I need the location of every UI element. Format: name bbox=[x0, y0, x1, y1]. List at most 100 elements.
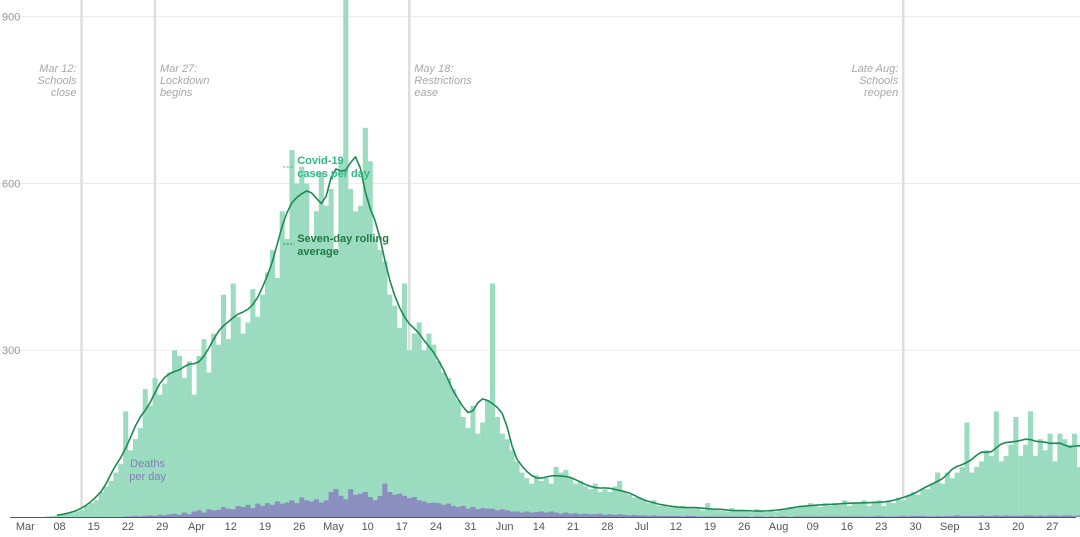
case-bar bbox=[367, 161, 373, 517]
case-bar bbox=[220, 294, 227, 517]
case-bar bbox=[998, 461, 1004, 517]
case-bar bbox=[264, 272, 271, 517]
death-bar bbox=[729, 516, 735, 517]
death-bar bbox=[705, 516, 711, 517]
case-bar bbox=[84, 505, 90, 517]
case-bar bbox=[905, 494, 911, 517]
case-bar bbox=[1023, 444, 1029, 517]
case-bar bbox=[739, 510, 745, 517]
death-bar bbox=[578, 514, 584, 517]
case-bar bbox=[714, 510, 721, 517]
case-bar bbox=[445, 378, 452, 517]
case-bar bbox=[856, 502, 862, 517]
case-bar bbox=[93, 500, 99, 517]
case-bar bbox=[128, 450, 134, 517]
death-bar bbox=[348, 489, 354, 517]
death-bar bbox=[529, 512, 535, 517]
death-bar bbox=[284, 502, 290, 517]
death-bar bbox=[353, 494, 359, 517]
case-bar bbox=[641, 500, 647, 517]
death-bar bbox=[548, 511, 554, 517]
case-bar bbox=[98, 491, 104, 517]
x-tick-label: 12 bbox=[225, 521, 237, 533]
death-bar bbox=[470, 506, 476, 517]
death-bar bbox=[631, 514, 637, 517]
case-bar bbox=[318, 172, 324, 518]
death-bar bbox=[758, 516, 765, 517]
death-bar bbox=[1076, 515, 1080, 517]
case-bar bbox=[328, 189, 334, 518]
case-bar bbox=[284, 239, 290, 517]
death-bar bbox=[895, 516, 902, 517]
death-bar bbox=[920, 515, 926, 517]
case-bar bbox=[939, 483, 946, 517]
death-bar bbox=[191, 511, 197, 517]
death-bar bbox=[1027, 515, 1034, 517]
death-bar bbox=[538, 511, 544, 517]
deaths-bars bbox=[123, 483, 1080, 517]
case-bar bbox=[343, 0, 349, 517]
case-bar bbox=[754, 509, 760, 517]
case-bar bbox=[612, 486, 618, 517]
x-tick-label: 21 bbox=[567, 521, 579, 533]
case-bar bbox=[597, 491, 603, 517]
case-bar bbox=[670, 506, 677, 517]
x-tick-label: 17 bbox=[396, 521, 408, 533]
death-bar bbox=[494, 510, 500, 517]
death-bar bbox=[1008, 515, 1014, 517]
case-bar bbox=[357, 205, 364, 517]
case-bar bbox=[1062, 439, 1068, 517]
case-bar bbox=[64, 514, 70, 517]
death-bar bbox=[279, 503, 285, 517]
case-bar bbox=[798, 505, 804, 517]
x-tick-label: 19 bbox=[259, 521, 271, 533]
case-bar bbox=[1076, 466, 1080, 517]
death-bar bbox=[240, 506, 246, 517]
death-bar bbox=[744, 516, 750, 517]
case-bar bbox=[191, 394, 197, 517]
event-annotation: Mar 27: bbox=[160, 63, 197, 75]
rolling-average-line bbox=[57, 156, 1080, 516]
case-bar bbox=[406, 350, 412, 517]
case-bar bbox=[206, 372, 212, 517]
death-bar bbox=[123, 516, 129, 517]
death-bar bbox=[910, 515, 916, 517]
case-bar bbox=[49, 515, 55, 517]
death-bar bbox=[900, 515, 906, 517]
x-tick-label: May bbox=[323, 521, 344, 533]
deaths-series-label: Deaths bbox=[130, 458, 165, 470]
death-bar bbox=[944, 515, 950, 517]
death-bar bbox=[201, 512, 207, 517]
death-bar bbox=[176, 514, 183, 517]
death-bar bbox=[983, 515, 990, 517]
case-bar bbox=[871, 501, 877, 517]
case-bar bbox=[1042, 450, 1048, 517]
death-bar bbox=[142, 515, 148, 517]
death-bar bbox=[842, 516, 848, 517]
x-tick-label: 27 bbox=[1046, 521, 1058, 533]
case-bar bbox=[983, 450, 990, 517]
death-bar bbox=[514, 511, 520, 517]
case-bar bbox=[964, 422, 970, 517]
death-bar bbox=[939, 516, 946, 517]
x-tick-label: 08 bbox=[53, 521, 65, 533]
case-bar bbox=[460, 416, 466, 517]
average-series-label: average bbox=[297, 246, 339, 258]
death-bar bbox=[152, 515, 158, 517]
case-bar bbox=[690, 508, 696, 517]
death-bar bbox=[167, 514, 173, 517]
death-bar bbox=[1057, 515, 1063, 517]
death-bar bbox=[1062, 515, 1068, 517]
death-bar bbox=[1018, 515, 1024, 517]
case-bar bbox=[401, 283, 408, 517]
case-bar bbox=[626, 494, 633, 517]
x-tick-label: 24 bbox=[430, 521, 442, 533]
death-bar bbox=[646, 515, 652, 517]
death-bar bbox=[186, 514, 192, 517]
x-tick-label: 20 bbox=[1012, 521, 1024, 533]
death-bar bbox=[1072, 515, 1078, 517]
death-bar bbox=[1052, 515, 1058, 517]
case-bar bbox=[592, 483, 598, 517]
